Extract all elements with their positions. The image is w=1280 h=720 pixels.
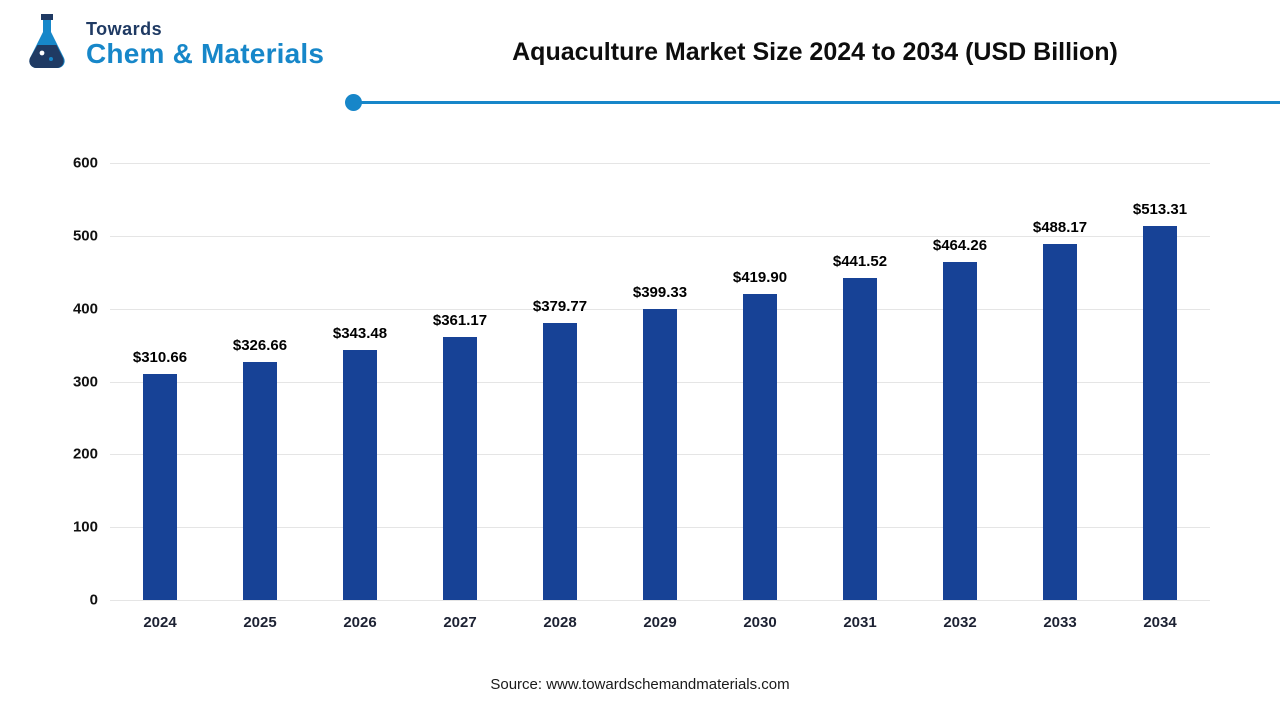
footer: Source: www.towardschemandmaterials.com [0, 676, 1280, 693]
y-tick-label: 300 [72, 373, 98, 390]
y-tick-label: 0 [89, 591, 98, 609]
bar-value-label: $310.66 [132, 348, 188, 366]
logo: Towards Chem & Materials [18, 12, 324, 76]
flask-icon [29, 14, 65, 68]
bar-column: $379.77 [510, 163, 610, 600]
bar-value-label: $419.90 [732, 269, 788, 287]
x-tick-label: 2027 [443, 614, 477, 631]
bars: $310.66 $326.66 $343.48 $361.17 $379.77 $399.… [110, 163, 1210, 600]
x-tick-label: 2025 [243, 614, 277, 631]
bar [543, 323, 577, 600]
bar-value-label: $513.31 [1132, 201, 1188, 219]
bar-value-label: $488.17 [1032, 219, 1088, 237]
bar-column: $361.17 [410, 163, 510, 600]
x-tick-label: 2033 [1043, 614, 1077, 631]
bar-value-label: $361.17 [432, 311, 488, 329]
bar [1143, 226, 1177, 600]
bar [343, 349, 377, 600]
bar-column: $419.90 [710, 163, 810, 600]
bar-column: $441.52 [810, 163, 910, 600]
logo-text-towards: Towards [86, 18, 163, 39]
bar [643, 309, 677, 600]
bar [143, 373, 177, 600]
x-tick-label: 2030 [743, 614, 777, 631]
bar-chart: 0 100 200 300 400 500 600 $310.66 $326.66 $343.4… [73, 155, 1210, 631]
x-tick-label: 2029 [643, 614, 677, 631]
y-tick-label: 500 [72, 227, 98, 245]
x-tick-label: 2031 [843, 614, 877, 631]
x-tick-label: 2024 [143, 614, 177, 631]
bar [243, 362, 277, 600]
gridline [110, 600, 1210, 601]
source-text: Source: www.towardschemandmaterials.com [490, 676, 790, 693]
bar-column: $310.66 [110, 163, 210, 600]
bar-value-label: $464.26 [932, 236, 988, 254]
y-tick-label: 200 [72, 445, 98, 463]
y-tick-label: 600 [72, 154, 98, 172]
x-tick-label: 2028 [543, 614, 577, 631]
x-axis-ticks: 2024 2025 2026 2027 2028 2029 2030 2031 2032 2033… [110, 614, 1210, 631]
bar [443, 336, 477, 600]
gridline [110, 163, 1210, 164]
logo-text: Towards Chem & Materials [86, 18, 325, 69]
bar-column: $343.48 [310, 163, 410, 600]
bar [1043, 244, 1077, 600]
header-divider [345, 94, 1280, 111]
x-tick-label: 2032 [943, 614, 977, 631]
y-tick-label: 100 [72, 518, 98, 536]
bar-column: $399.33 [610, 163, 710, 600]
x-tick-label: 2034 [1143, 614, 1177, 631]
bar [843, 278, 877, 600]
divider-dot [345, 94, 362, 111]
bar-value-label: $326.66 [232, 337, 288, 355]
bar [943, 261, 977, 600]
bar-column: $488.17 [1010, 163, 1110, 600]
logo-text-chem-materials: Chem & Materials [86, 37, 325, 69]
bar-column: $326.66 [210, 163, 310, 600]
bar-value-label: $343.48 [332, 324, 388, 342]
bar-column: $464.26 [910, 163, 1010, 600]
bar-value-label: $441.52 [832, 253, 888, 271]
chart-title: Aquaculture Market Size 2024 to 2034 (US… [512, 38, 1118, 66]
bar-column: $513.31 [1110, 163, 1210, 600]
bar-value-label: $379.77 [532, 298, 588, 316]
bar [743, 294, 777, 600]
y-tick-label: 400 [72, 300, 98, 318]
gridline [110, 235, 1210, 237]
bar-value-label: $399.33 [632, 284, 688, 302]
x-tick-label: 2026 [343, 614, 377, 631]
